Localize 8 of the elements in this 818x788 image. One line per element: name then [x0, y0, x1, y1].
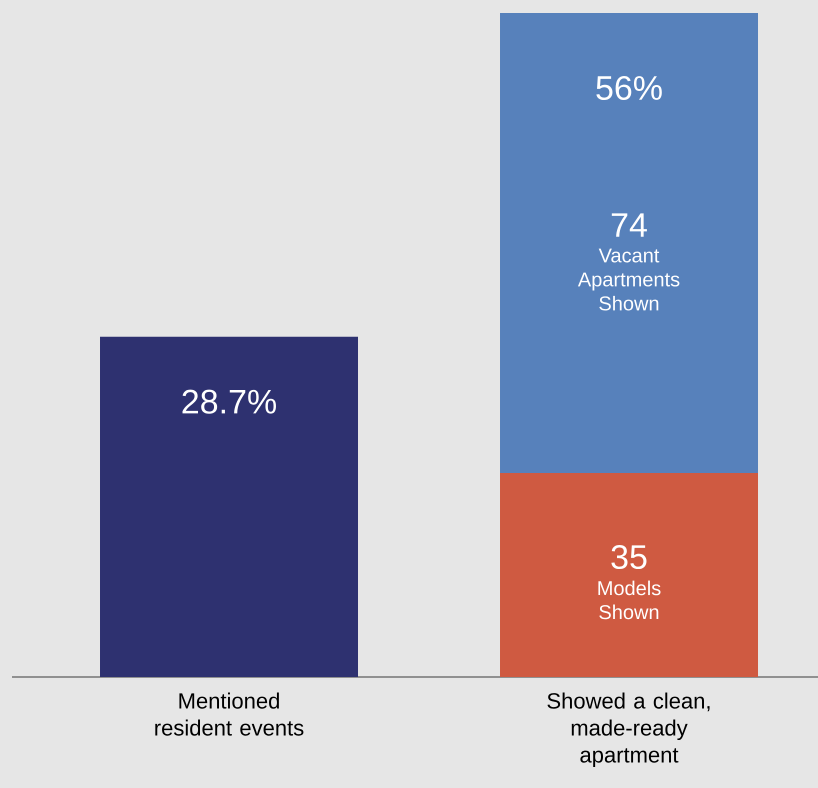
annotation: 74	[612, 213, 647, 237]
x-tick-label: Mentioned resident events	[155, 692, 304, 736]
total-label: 56%	[596, 76, 662, 100]
x-tick-label: Showed a clean, made-ready apartment	[547, 692, 710, 768]
series-label: Models Shown	[598, 580, 660, 620]
data-label: 28.7%	[182, 390, 276, 414]
annotation: 35	[611, 544, 646, 570]
series-label: Vacant Apartments Shown	[578, 248, 680, 311]
